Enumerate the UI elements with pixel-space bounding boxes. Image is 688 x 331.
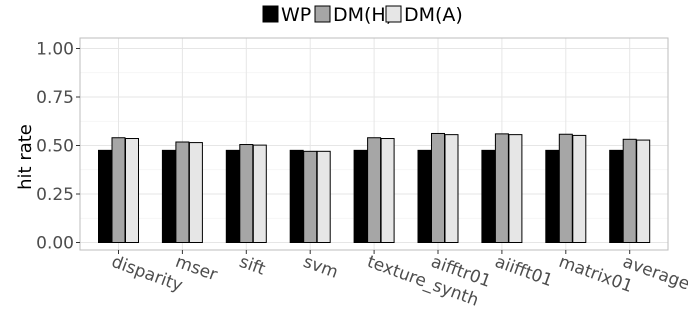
y-tick-label: 0.25 (36, 185, 74, 205)
legend-label-2: DM(A) (404, 4, 463, 26)
bar-wp-texture_synth (353, 149, 368, 244)
bar-dmh-matrix01 (558, 133, 573, 243)
bar-dmh-disparity (111, 137, 126, 244)
bar-wp-sift (225, 149, 240, 244)
bar-dmh-average (622, 138, 637, 244)
bar-wp-matrix01 (545, 149, 560, 244)
bar-dma-matrix01 (572, 134, 587, 243)
bar-dma-sift (252, 144, 267, 243)
bar-dma-texture_synth (380, 138, 395, 244)
bar-dmh-svm (303, 150, 318, 244)
bar-dma-aiifft01 (508, 134, 523, 243)
bar-dmh-mser (175, 141, 190, 243)
bar-dma-aifftr01 (444, 134, 459, 243)
y-tick-label: 1.00 (36, 40, 74, 60)
bar-dma-svm (316, 150, 331, 244)
bar-dma-average (636, 139, 651, 243)
legend-swatch-2 (385, 5, 402, 23)
legend: WP DM(H) DM(A) (262, 4, 463, 26)
bar-dmh-texture_synth (367, 137, 382, 244)
bar-wp-svm (289, 149, 304, 244)
legend-swatch-1 (314, 5, 331, 23)
bar-dmh-aiifft01 (494, 133, 509, 243)
bar-wp-disparity (98, 149, 112, 244)
bars (98, 132, 651, 244)
y-tick-label: 0.75 (36, 88, 74, 108)
bar-wp-mser (161, 149, 176, 244)
x-tick-label: aiifft01 (492, 252, 555, 291)
y-axis-label: hit rate (15, 124, 36, 190)
bar-dma-disparity (125, 138, 139, 244)
bar-dmh-aifftr01 (431, 132, 445, 243)
y-tick-label: 0.00 (36, 234, 74, 254)
bar-dma-mser (188, 142, 203, 243)
y-tick-label: 0.50 (36, 137, 74, 157)
bar-wp-aiifft01 (481, 149, 496, 244)
legend-swatch-0 (262, 5, 279, 23)
x-tick-label: disparity (109, 252, 185, 296)
bar-wp-average (609, 149, 624, 244)
x-tick-label: sift (237, 252, 269, 280)
legend-label-0: WP (281, 4, 311, 26)
bar-wp-aifftr01 (417, 149, 432, 244)
x-tick-label: svm (300, 252, 340, 283)
legend-label-1: DM(H) (333, 4, 393, 26)
bar-dmh-sift (239, 144, 254, 243)
